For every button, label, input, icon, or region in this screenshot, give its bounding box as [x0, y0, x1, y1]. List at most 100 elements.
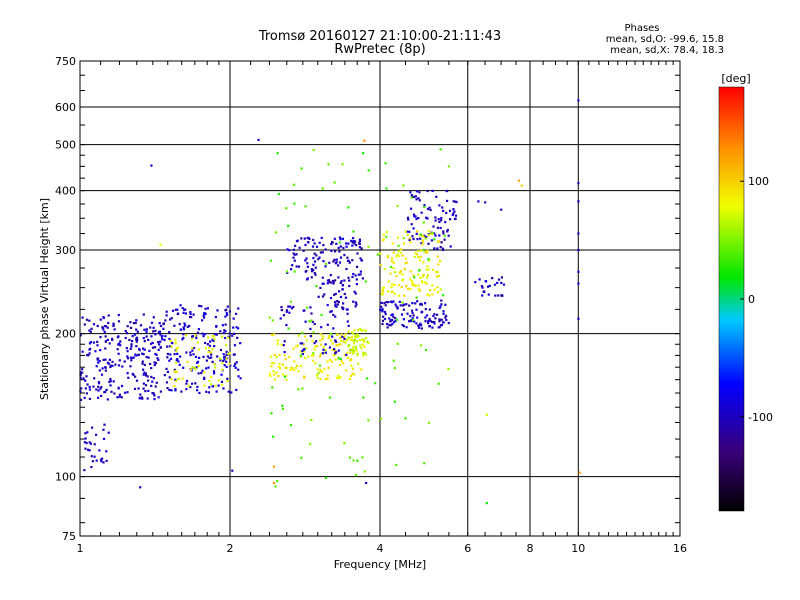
data-point	[119, 340, 122, 343]
data-point	[329, 339, 333, 342]
data-point	[193, 366, 196, 369]
data-point	[174, 378, 177, 381]
data-point	[150, 321, 154, 324]
data-point	[221, 335, 224, 338]
data-point	[163, 338, 166, 342]
data-point	[211, 348, 214, 351]
data-point	[319, 370, 322, 373]
data-point	[409, 314, 412, 318]
stats-heading: Phases	[624, 23, 659, 34]
data-point	[347, 206, 350, 209]
data-point	[183, 308, 186, 311]
data-point	[364, 280, 367, 283]
data-point	[147, 356, 150, 359]
data-point	[107, 362, 110, 365]
data-point	[354, 301, 357, 304]
data-point	[102, 358, 105, 361]
data-point	[452, 212, 455, 215]
data-point	[334, 292, 337, 295]
data-point	[330, 310, 333, 313]
data-point	[181, 338, 184, 341]
data-point	[210, 383, 213, 386]
data-point	[157, 331, 161, 334]
data-point	[306, 277, 309, 280]
data-point	[292, 183, 296, 186]
data-point	[360, 368, 363, 371]
data-point	[493, 283, 497, 286]
data-point	[352, 230, 355, 233]
data-point	[351, 275, 354, 279]
data-point	[277, 192, 280, 196]
data-point	[108, 342, 111, 345]
data-point	[275, 371, 278, 374]
data-point	[150, 384, 153, 387]
data-point	[312, 331, 315, 334]
data-point	[196, 331, 199, 334]
data-point	[191, 382, 194, 385]
data-point	[329, 310, 332, 313]
data-point	[397, 283, 401, 287]
data-point	[331, 279, 334, 283]
data-point	[129, 321, 132, 324]
data-point	[427, 229, 430, 233]
data-point	[408, 230, 411, 233]
data-point	[431, 189, 434, 192]
data-point	[362, 351, 365, 355]
data-point	[291, 367, 294, 370]
data-point	[364, 353, 367, 356]
data-point	[367, 342, 370, 345]
data-point	[417, 249, 420, 253]
data-point	[128, 338, 131, 342]
data-point	[406, 312, 409, 315]
data-point	[452, 208, 455, 211]
data-point	[386, 255, 389, 259]
data-point	[104, 358, 107, 361]
data-point	[341, 306, 344, 309]
data-point	[389, 320, 392, 323]
data-point	[230, 391, 233, 394]
data-point	[310, 354, 314, 357]
data-point	[324, 378, 327, 381]
data-point	[213, 372, 216, 375]
data-point	[203, 377, 206, 380]
data-point	[281, 404, 284, 407]
data-point	[390, 301, 394, 304]
data-point	[103, 391, 106, 394]
data-point	[353, 242, 356, 245]
data-point	[487, 293, 490, 296]
data-point	[286, 248, 289, 251]
data-point	[357, 329, 360, 332]
data-point	[196, 341, 199, 344]
data-point	[408, 238, 411, 241]
data-point	[488, 284, 491, 287]
data-point	[394, 271, 397, 274]
data-point	[278, 363, 281, 366]
data-point	[361, 456, 364, 459]
data-point	[284, 358, 287, 361]
data-point	[347, 336, 350, 339]
data-point	[431, 326, 434, 329]
data-point	[423, 462, 426, 465]
data-point	[343, 279, 346, 282]
data-point	[365, 481, 368, 485]
data-point	[104, 340, 107, 343]
data-point	[139, 486, 142, 489]
data-point	[319, 377, 322, 381]
data-point	[83, 469, 86, 472]
data-point	[332, 353, 335, 356]
data-point	[426, 249, 429, 252]
data-point	[422, 274, 425, 277]
data-point	[304, 243, 307, 247]
data-point	[445, 314, 448, 317]
data-point	[226, 336, 230, 339]
data-point	[237, 307, 240, 310]
data-point	[435, 271, 438, 274]
data-point	[391, 242, 394, 245]
data-point	[183, 322, 186, 325]
data-point	[278, 353, 281, 357]
data-point	[338, 250, 341, 253]
data-point	[326, 360, 329, 363]
data-point	[279, 367, 282, 370]
data-point	[109, 364, 112, 367]
data-point	[331, 335, 334, 338]
